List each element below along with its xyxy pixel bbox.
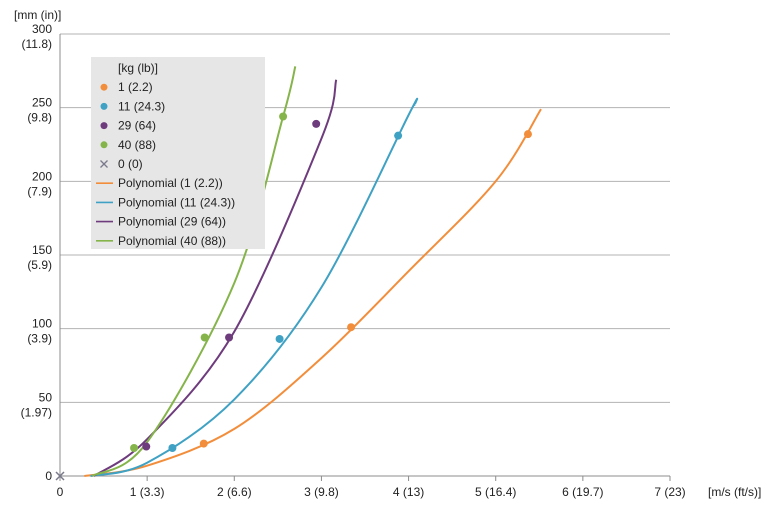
legend-marker bbox=[100, 122, 108, 130]
x-tick-label: 3 (9.8) bbox=[304, 485, 339, 499]
x-tick-label: 6 (19.7) bbox=[562, 485, 603, 499]
y-tick-sublabel: (3.9) bbox=[27, 332, 52, 346]
legend-marker bbox=[100, 141, 108, 149]
y-tick-label: 50 bbox=[39, 390, 53, 404]
x-tick-label: 0 bbox=[57, 485, 64, 499]
y-tick-sublabel: (1.97) bbox=[21, 405, 52, 419]
y-tick-label: 300 bbox=[32, 22, 52, 36]
data-point bbox=[200, 333, 209, 342]
data-point-x-marker bbox=[55, 471, 65, 481]
x-tick-label: 4 (13) bbox=[393, 485, 424, 499]
x-tick-label: 2 (6.6) bbox=[217, 485, 252, 499]
legend-marker bbox=[100, 83, 108, 91]
legend-title: [kg (lb)] bbox=[118, 61, 158, 75]
legend-label: 0 (0) bbox=[118, 157, 143, 171]
legend-label: 1 (2.2) bbox=[118, 80, 153, 94]
legend-marker bbox=[100, 102, 108, 110]
legend-label: Polynomial (1 (2.2)) bbox=[118, 176, 223, 190]
x-tick-label: 5 (16.4) bbox=[475, 485, 516, 499]
legend-label: 11 (24.3) bbox=[118, 99, 165, 113]
data-point bbox=[394, 131, 403, 140]
legend-label: Polynomial (11 (24.3)) bbox=[118, 195, 235, 209]
y-tick-label: 100 bbox=[32, 317, 52, 331]
y-tick-sublabel: (9.8) bbox=[27, 111, 52, 125]
x-tick-label: 1 (3.3) bbox=[130, 485, 165, 499]
legend-box bbox=[91, 57, 265, 249]
x-tick-label: 7 (23) bbox=[654, 485, 685, 499]
data-point bbox=[279, 112, 288, 121]
y-tick-label: 150 bbox=[32, 243, 52, 257]
data-point bbox=[142, 442, 151, 451]
x-marker-stroke bbox=[55, 471, 65, 481]
data-point bbox=[523, 130, 532, 139]
data-point bbox=[347, 323, 356, 332]
data-point bbox=[275, 334, 284, 343]
legend-label: 29 (64) bbox=[118, 119, 156, 133]
axes: 0 50(1.97) 100(3.9) 150(5.9) 200(7.9) 250(9.8… bbox=[14, 8, 761, 499]
data-point bbox=[168, 444, 177, 453]
data-points bbox=[55, 112, 532, 481]
y-tick-label: 0 bbox=[45, 469, 52, 483]
x-axis-title: [m/s (ft/s)] bbox=[708, 485, 761, 499]
y-tick-sublabel: (11.8) bbox=[22, 37, 52, 51]
data-point bbox=[225, 333, 234, 342]
legend-label: 40 (88) bbox=[118, 138, 156, 152]
y-tick-sublabel: (5.9) bbox=[27, 258, 52, 272]
legend-label: Polynomial (29 (64)) bbox=[118, 215, 226, 229]
data-point bbox=[130, 444, 139, 453]
legend-label: Polynomial (40 (88)) bbox=[118, 234, 226, 248]
data-point bbox=[199, 439, 208, 448]
legend-marker-x bbox=[100, 160, 108, 168]
y-tick-label: 250 bbox=[32, 96, 52, 110]
legend: [kg (lb)] 1 (2.2) 11 (24.3) 29 (64) 40 (88) 0… bbox=[91, 57, 265, 249]
trendline-polynomial-11-24-3- bbox=[90, 97, 419, 477]
y-tick-label: 200 bbox=[32, 169, 52, 183]
y-axis-title: [mm (in)] bbox=[14, 8, 61, 22]
data-point bbox=[312, 119, 321, 128]
y-tick-sublabel: (7.9) bbox=[27, 184, 52, 198]
trendline-polynomial-1-2-2- bbox=[84, 108, 542, 477]
